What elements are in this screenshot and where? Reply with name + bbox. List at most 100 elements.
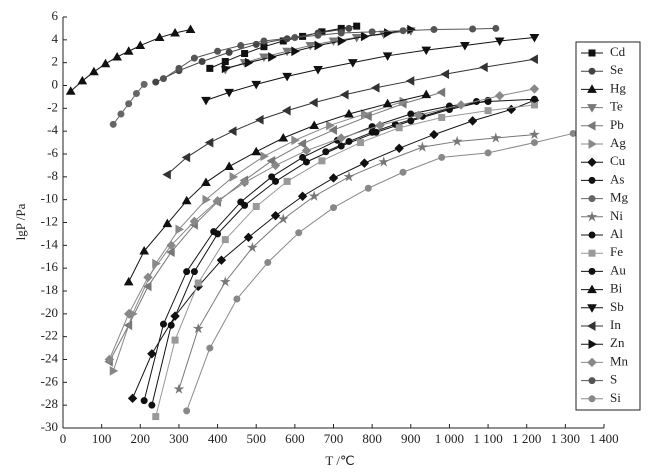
point	[162, 218, 173, 228]
series-line	[132, 99, 535, 399]
legend-marker	[588, 176, 596, 184]
y-tick-label: -4	[47, 122, 58, 137]
legend-label: Si	[610, 390, 621, 405]
point	[353, 22, 361, 30]
point	[189, 216, 200, 227]
legend-marker	[587, 84, 597, 93]
point	[259, 53, 269, 62]
point	[210, 228, 218, 236]
legend-marker	[588, 377, 596, 385]
legend-label: Au	[610, 262, 626, 277]
point	[430, 26, 438, 34]
point	[282, 105, 291, 116]
point	[152, 413, 160, 421]
point	[429, 129, 439, 140]
point	[314, 40, 324, 51]
point	[343, 171, 355, 182]
point	[181, 195, 192, 205]
x-tick-label: 400	[208, 431, 228, 446]
x-tick-label: 1 100	[473, 431, 502, 446]
point	[268, 52, 277, 62]
x-tick-label: 300	[169, 431, 189, 446]
point	[394, 143, 404, 153]
point	[190, 268, 198, 276]
point	[529, 54, 538, 65]
y-tick-label: -30	[41, 419, 58, 434]
point	[251, 80, 262, 90]
legend-marker	[586, 321, 596, 331]
legend-label: Te	[610, 99, 623, 114]
point	[123, 276, 134, 286]
point	[368, 28, 376, 36]
legend-marker	[588, 267, 596, 275]
y-tick-label: 6	[52, 8, 59, 23]
point	[494, 37, 505, 46]
point	[89, 66, 99, 76]
point	[301, 145, 312, 156]
x-tick-label: 600	[285, 431, 305, 446]
point	[123, 309, 134, 319]
point	[302, 158, 310, 166]
x-tick-label: 1 400	[589, 431, 618, 446]
y-tick-label: 0	[52, 76, 59, 91]
point	[216, 255, 227, 265]
series-line	[128, 94, 427, 283]
point	[407, 24, 416, 35]
point	[100, 58, 111, 68]
point	[337, 29, 345, 37]
y-tick-label: -18	[41, 282, 58, 297]
point	[170, 27, 180, 37]
y-tick-label: -16	[41, 259, 59, 274]
y-axis-label: lgP /Pa	[13, 203, 28, 240]
point	[260, 151, 269, 162]
point	[173, 383, 185, 394]
point	[251, 146, 262, 156]
series-line	[186, 132, 574, 412]
y-tick-label: 4	[52, 31, 59, 46]
point	[326, 120, 335, 131]
legend-label: Mn	[610, 353, 629, 368]
point	[283, 177, 291, 185]
point	[278, 133, 289, 142]
series-line	[178, 134, 535, 390]
series-line	[163, 27, 496, 80]
point	[407, 110, 415, 118]
point	[530, 101, 538, 109]
legend-label: Cu	[610, 153, 626, 168]
series-line	[70, 29, 191, 92]
point	[297, 191, 308, 201]
point	[194, 279, 202, 287]
point	[152, 78, 160, 86]
point	[291, 46, 300, 57]
point	[190, 54, 198, 62]
point	[228, 126, 237, 137]
point	[183, 407, 191, 415]
point	[308, 190, 320, 201]
legend-marker	[586, 211, 598, 222]
point	[135, 40, 146, 50]
point	[384, 28, 393, 38]
point	[529, 128, 540, 140]
point	[139, 246, 150, 255]
point	[359, 158, 370, 168]
point	[132, 89, 140, 97]
point	[202, 194, 211, 205]
point	[219, 276, 231, 287]
point	[456, 100, 466, 110]
point	[198, 58, 206, 66]
point	[159, 320, 167, 328]
point	[260, 43, 268, 51]
legend-label: Ni	[610, 208, 623, 223]
point	[360, 31, 370, 42]
point	[399, 168, 407, 176]
x-tick-label: 0	[60, 431, 67, 446]
point	[241, 50, 249, 58]
point	[451, 135, 463, 147]
legend-marker	[588, 249, 596, 257]
point	[357, 139, 365, 147]
series-line	[155, 104, 535, 417]
y-tick-label: -20	[41, 305, 58, 320]
point	[484, 107, 492, 115]
point	[370, 82, 380, 93]
